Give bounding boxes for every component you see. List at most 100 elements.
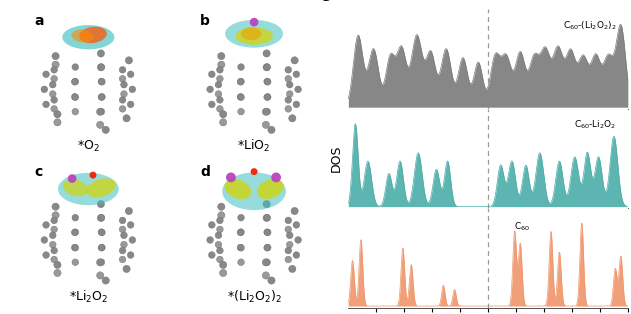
Circle shape [262,259,269,266]
Circle shape [262,272,269,279]
Circle shape [264,214,271,221]
Circle shape [286,91,293,97]
Circle shape [286,81,293,88]
Circle shape [98,259,105,266]
Circle shape [121,81,127,88]
Circle shape [216,106,223,112]
Circle shape [220,269,227,277]
Circle shape [218,52,225,60]
Text: *O$_2$: *O$_2$ [77,139,100,154]
Circle shape [208,101,215,108]
Circle shape [51,106,57,112]
Circle shape [102,277,109,284]
Circle shape [288,265,296,273]
Circle shape [72,108,79,115]
Circle shape [226,172,236,182]
Circle shape [51,75,57,82]
Circle shape [125,207,133,215]
Circle shape [119,247,126,254]
Circle shape [263,50,270,57]
Circle shape [72,214,79,221]
Ellipse shape [79,27,107,43]
Ellipse shape [241,27,261,40]
Circle shape [127,71,134,78]
Circle shape [264,259,271,266]
Circle shape [208,252,215,258]
Circle shape [97,259,104,266]
Circle shape [98,214,105,221]
Circle shape [41,86,48,93]
Circle shape [72,229,79,236]
Circle shape [49,232,56,239]
Ellipse shape [72,30,93,43]
Circle shape [285,247,292,254]
Circle shape [52,203,59,210]
Circle shape [237,94,244,100]
Circle shape [264,94,271,100]
Circle shape [262,108,269,116]
Circle shape [119,226,126,233]
Circle shape [119,256,126,263]
Circle shape [119,217,126,224]
Circle shape [208,71,215,78]
Circle shape [207,86,213,93]
Circle shape [43,71,49,78]
Circle shape [238,214,244,221]
Circle shape [215,91,222,97]
Circle shape [216,256,223,263]
Text: C$_{60}$-Li$_2$O$_2$: C$_{60}$-Li$_2$O$_2$ [574,119,616,131]
Circle shape [250,18,259,26]
Circle shape [123,115,130,122]
Ellipse shape [222,172,286,210]
Circle shape [238,78,244,85]
Ellipse shape [225,20,283,48]
Circle shape [72,244,79,251]
Circle shape [238,259,244,266]
Circle shape [264,78,271,85]
Circle shape [285,97,292,103]
Circle shape [262,121,269,128]
Circle shape [215,232,222,239]
Circle shape [72,78,79,85]
Ellipse shape [63,179,88,196]
Circle shape [43,222,49,228]
Circle shape [268,277,275,284]
Circle shape [216,67,223,73]
Circle shape [71,229,78,236]
Circle shape [51,67,57,73]
Ellipse shape [257,179,284,199]
Circle shape [52,52,59,60]
Circle shape [264,229,271,236]
Circle shape [263,64,270,71]
Circle shape [286,232,293,239]
Circle shape [43,252,49,258]
Circle shape [121,91,127,97]
Circle shape [238,64,244,70]
Circle shape [98,64,105,70]
Ellipse shape [86,178,115,197]
Circle shape [264,64,271,70]
Circle shape [216,247,223,254]
Circle shape [41,237,48,243]
Circle shape [238,108,244,115]
Circle shape [54,119,61,126]
Circle shape [264,229,271,236]
Circle shape [293,101,300,108]
Circle shape [52,212,59,219]
Circle shape [72,259,79,266]
Circle shape [125,57,133,64]
Circle shape [68,174,76,183]
Text: *(Li$_2$O$_2$)$_2$: *(Li$_2$O$_2$)$_2$ [227,289,281,305]
Circle shape [97,108,104,116]
Circle shape [293,71,300,78]
Circle shape [216,217,223,224]
Circle shape [264,244,271,251]
Text: e: e [321,0,330,4]
Circle shape [271,172,281,182]
Circle shape [264,108,271,115]
Circle shape [268,126,275,133]
Circle shape [119,106,126,112]
Circle shape [285,75,292,82]
Text: c: c [35,165,43,179]
Circle shape [264,78,271,85]
